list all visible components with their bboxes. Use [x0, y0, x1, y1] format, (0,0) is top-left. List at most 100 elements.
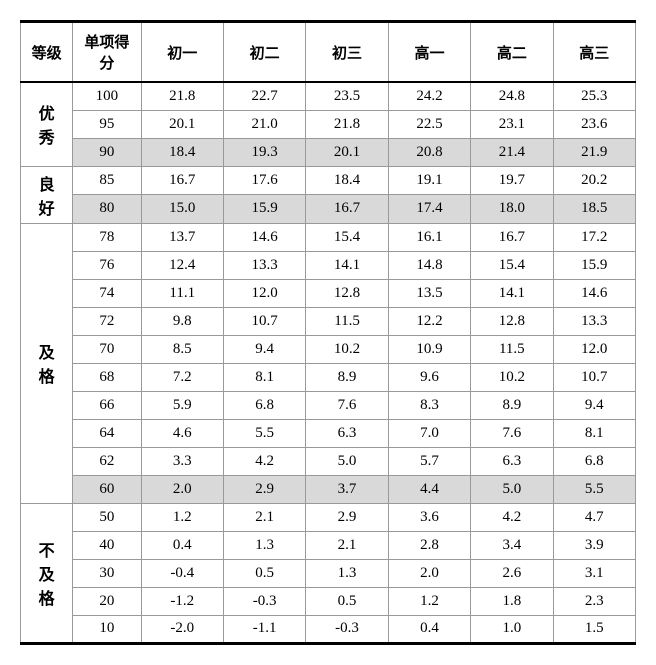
table-row: 不及格501.22.12.93.64.24.7: [21, 503, 636, 531]
data-cell: 4.2: [223, 447, 305, 475]
table-row: 20-1.2-0.30.51.21.82.3: [21, 587, 636, 615]
score-cell: 85: [73, 166, 141, 195]
table-row: 665.96.87.68.38.99.4: [21, 391, 636, 419]
data-cell: 21.4: [471, 138, 553, 166]
data-cell: 10.2: [306, 335, 388, 363]
data-cell: 8.1: [223, 363, 305, 391]
data-cell: 16.7: [141, 166, 223, 195]
data-cell: 13.7: [141, 223, 223, 251]
data-cell: 5.0: [471, 475, 553, 503]
data-cell: 0.5: [306, 587, 388, 615]
data-cell: 17.4: [388, 195, 470, 224]
data-cell: 7.6: [306, 391, 388, 419]
score-cell: 76: [73, 251, 141, 279]
score-cell: 68: [73, 363, 141, 391]
data-cell: 3.6: [388, 503, 470, 531]
data-cell: 4.6: [141, 419, 223, 447]
data-cell: 25.3: [553, 82, 635, 110]
data-cell: 19.3: [223, 138, 305, 166]
data-cell: 2.1: [306, 531, 388, 559]
table-row: 优秀10021.822.723.524.224.825.3: [21, 82, 636, 110]
data-cell: 1.2: [388, 587, 470, 615]
table-row: 30-0.40.51.32.02.63.1: [21, 559, 636, 587]
grade-label: 良好: [21, 166, 73, 223]
data-cell: 12.0: [223, 279, 305, 307]
data-cell: 6.3: [471, 447, 553, 475]
data-cell: -0.3: [306, 615, 388, 643]
data-cell: 12.4: [141, 251, 223, 279]
data-cell: 14.1: [306, 251, 388, 279]
data-cell: 4.2: [471, 503, 553, 531]
data-cell: -1.2: [141, 587, 223, 615]
data-cell: 8.9: [471, 391, 553, 419]
data-cell: 24.8: [471, 82, 553, 110]
score-cell: 10: [73, 615, 141, 643]
data-cell: 5.5: [223, 419, 305, 447]
data-cell: 14.6: [553, 279, 635, 307]
data-cell: 20.2: [553, 166, 635, 195]
data-cell: 8.1: [553, 419, 635, 447]
col-header-chu3: 初三: [306, 22, 388, 83]
score-cell: 62: [73, 447, 141, 475]
table-row: 良好8516.717.618.419.119.720.2: [21, 166, 636, 195]
score-cell: 100: [73, 82, 141, 110]
score-cell: 30: [73, 559, 141, 587]
data-cell: 1.2: [141, 503, 223, 531]
data-cell: 5.9: [141, 391, 223, 419]
score-cell: 20: [73, 587, 141, 615]
data-cell: 13.3: [223, 251, 305, 279]
data-cell: 15.4: [471, 251, 553, 279]
data-cell: 3.7: [306, 475, 388, 503]
data-cell: 6.3: [306, 419, 388, 447]
col-header-gao3: 高三: [553, 22, 635, 83]
data-cell: 17.6: [223, 166, 305, 195]
data-cell: 2.0: [388, 559, 470, 587]
data-cell: 22.7: [223, 82, 305, 110]
data-cell: 1.0: [471, 615, 553, 643]
table-row: 9018.419.320.120.821.421.9: [21, 138, 636, 166]
table-row: 7612.413.314.114.815.415.9: [21, 251, 636, 279]
data-cell: 6.8: [553, 447, 635, 475]
score-cell: 40: [73, 531, 141, 559]
col-header-gao1: 高一: [388, 22, 470, 83]
data-cell: 24.2: [388, 82, 470, 110]
table-row: 10-2.0-1.1-0.30.41.01.5: [21, 615, 636, 643]
data-cell: 17.2: [553, 223, 635, 251]
data-cell: 9.6: [388, 363, 470, 391]
data-cell: 8.3: [388, 391, 470, 419]
data-cell: 1.8: [471, 587, 553, 615]
data-cell: -0.3: [223, 587, 305, 615]
data-cell: 23.1: [471, 110, 553, 138]
data-cell: 1.3: [306, 559, 388, 587]
data-cell: 12.8: [471, 307, 553, 335]
table-row: 602.02.93.74.45.05.5: [21, 475, 636, 503]
score-cell: 72: [73, 307, 141, 335]
table-row: 644.65.56.37.07.68.1: [21, 419, 636, 447]
data-cell: 21.8: [306, 110, 388, 138]
table-row: 9520.121.021.822.523.123.6: [21, 110, 636, 138]
data-cell: 16.1: [388, 223, 470, 251]
data-cell: 12.0: [553, 335, 635, 363]
data-cell: 20.8: [388, 138, 470, 166]
score-cell: 95: [73, 110, 141, 138]
table-body: 优秀10021.822.723.524.224.825.39520.121.02…: [21, 82, 636, 643]
data-cell: 7.2: [141, 363, 223, 391]
header-row: 等级 单项得分 初一 初二 初三 高一 高二 高三: [21, 22, 636, 83]
data-cell: 4.4: [388, 475, 470, 503]
data-cell: 2.9: [223, 475, 305, 503]
data-cell: 18.0: [471, 195, 553, 224]
data-cell: 2.1: [223, 503, 305, 531]
data-cell: 11.1: [141, 279, 223, 307]
data-cell: 3.1: [553, 559, 635, 587]
data-cell: 5.7: [388, 447, 470, 475]
col-header-chu2: 初二: [223, 22, 305, 83]
col-header-gao2: 高二: [471, 22, 553, 83]
score-cell: 80: [73, 195, 141, 224]
data-cell: 21.0: [223, 110, 305, 138]
score-cell: 74: [73, 279, 141, 307]
table-row: 7411.112.012.813.514.114.6: [21, 279, 636, 307]
data-cell: 10.2: [471, 363, 553, 391]
score-cell: 70: [73, 335, 141, 363]
data-cell: 14.1: [471, 279, 553, 307]
data-cell: 9.8: [141, 307, 223, 335]
